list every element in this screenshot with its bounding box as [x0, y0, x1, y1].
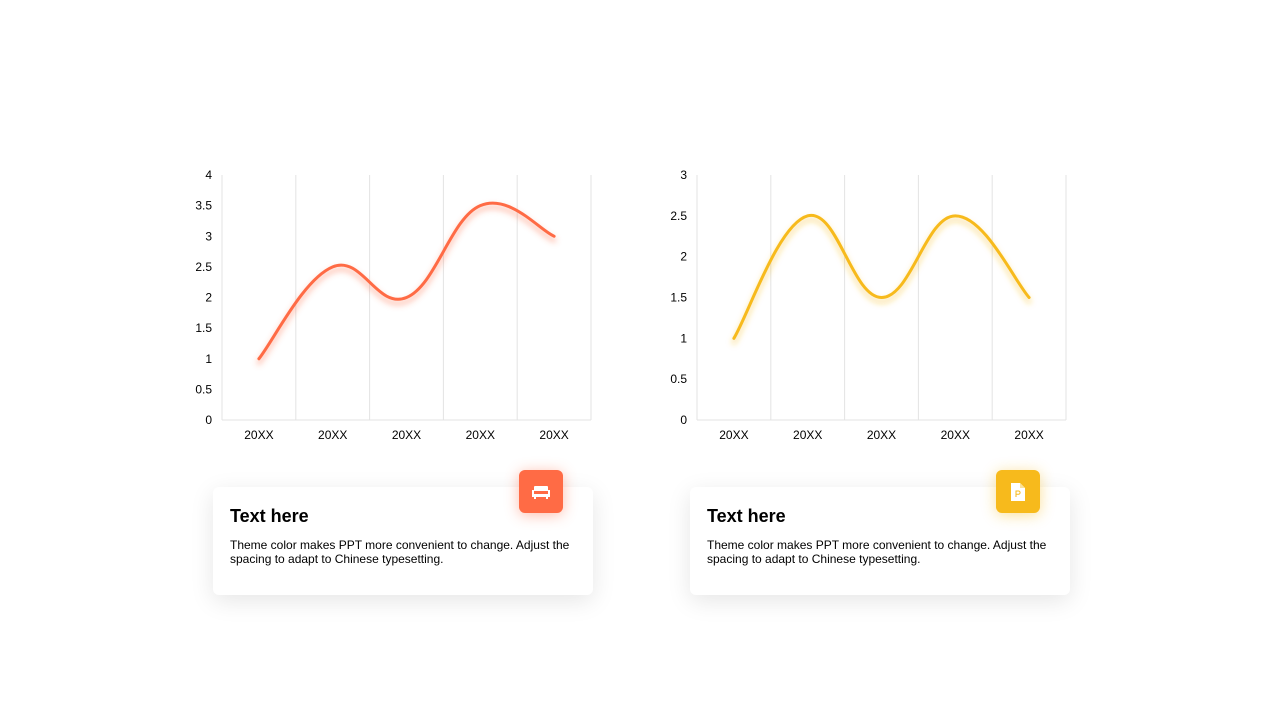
- y-tick-label: 3: [680, 168, 687, 182]
- y-tick-label: 0: [205, 413, 212, 427]
- x-tick-label: 20XX: [244, 428, 273, 442]
- y-tick-label: 2: [205, 291, 212, 305]
- line-chart-right: 0 0.5 1 1.5 2 2.5 3 20XX 20XX 20XX 20XX 20XX: [665, 160, 1085, 450]
- data-point: [553, 235, 556, 238]
- y-tick-label: 3.5: [195, 199, 212, 213]
- data-point: [806, 214, 809, 217]
- y-tick-label: 4: [205, 168, 212, 182]
- x-tick-label: 20XX: [1014, 428, 1043, 442]
- info-card-right: Text here Theme color makes PPT more con…: [690, 470, 1070, 595]
- x-tick-label: 20XX: [793, 428, 822, 442]
- data-point: [257, 357, 260, 360]
- x-tick-label: 20XX: [539, 428, 568, 442]
- data-point: [405, 296, 408, 299]
- data-point: [331, 265, 334, 268]
- data-point: [1028, 296, 1031, 299]
- x-tick-label: 20XX: [719, 428, 748, 442]
- y-tick-label: 2.5: [670, 209, 687, 223]
- sofa-icon-badge: [519, 470, 563, 513]
- y-tick-label: 1: [680, 331, 687, 345]
- data-point: [732, 337, 735, 340]
- y-tick-label: 0.5: [670, 372, 687, 386]
- x-tick-label: 20XX: [466, 428, 495, 442]
- y-tick-label: 3: [205, 229, 212, 243]
- series-line-shadow: [256, 204, 557, 366]
- y-tick-label: 1: [205, 352, 212, 366]
- data-point: [954, 214, 957, 217]
- line-chart-left-svg: 0 0.5 1 1.5 2 2.5 3 3.5 4 20XX 20XX 20XX 20XX 20XX: [195, 168, 592, 442]
- y-tick-label: 2.5: [195, 260, 212, 274]
- x-tick-label: 20XX: [392, 428, 421, 442]
- sofa-icon: [532, 485, 550, 499]
- line-chart-right-svg: 0 0.5 1 1.5 2 2.5 3 20XX 20XX 20XX 20XX 20XX: [670, 168, 1067, 442]
- y-tick-label: 0: [680, 413, 687, 427]
- y-tick-label: 1.5: [670, 291, 687, 305]
- info-card-left: Text here Theme color makes PPT more con…: [213, 470, 593, 595]
- data-point: [479, 204, 482, 207]
- y-tick-label: 1.5: [195, 321, 212, 335]
- card-title: Text here: [707, 506, 786, 526]
- card-description: Theme color makes PPT more convenient to…: [707, 538, 1047, 566]
- card-description: Theme color makes PPT more convenient to…: [230, 538, 570, 566]
- series-line-shadow: [731, 217, 1032, 345]
- document-icon: [1011, 482, 1025, 501]
- series-line: [732, 214, 1031, 340]
- document-icon-badge: [996, 470, 1040, 513]
- x-tick-label: 20XX: [867, 428, 896, 442]
- y-tick-label: 0.5: [195, 382, 212, 396]
- x-tick-label: 20XX: [318, 428, 347, 442]
- data-point: [880, 296, 883, 299]
- card-title: Text here: [230, 506, 309, 526]
- line-chart-left: 0 0.5 1 1.5 2 2.5 3 3.5 4 20XX 20XX 20XX 20XX 20XX: [190, 160, 610, 450]
- y-tick-label: 2: [680, 250, 687, 264]
- x-tick-label: 20XX: [941, 428, 970, 442]
- series-line: [257, 201, 556, 361]
